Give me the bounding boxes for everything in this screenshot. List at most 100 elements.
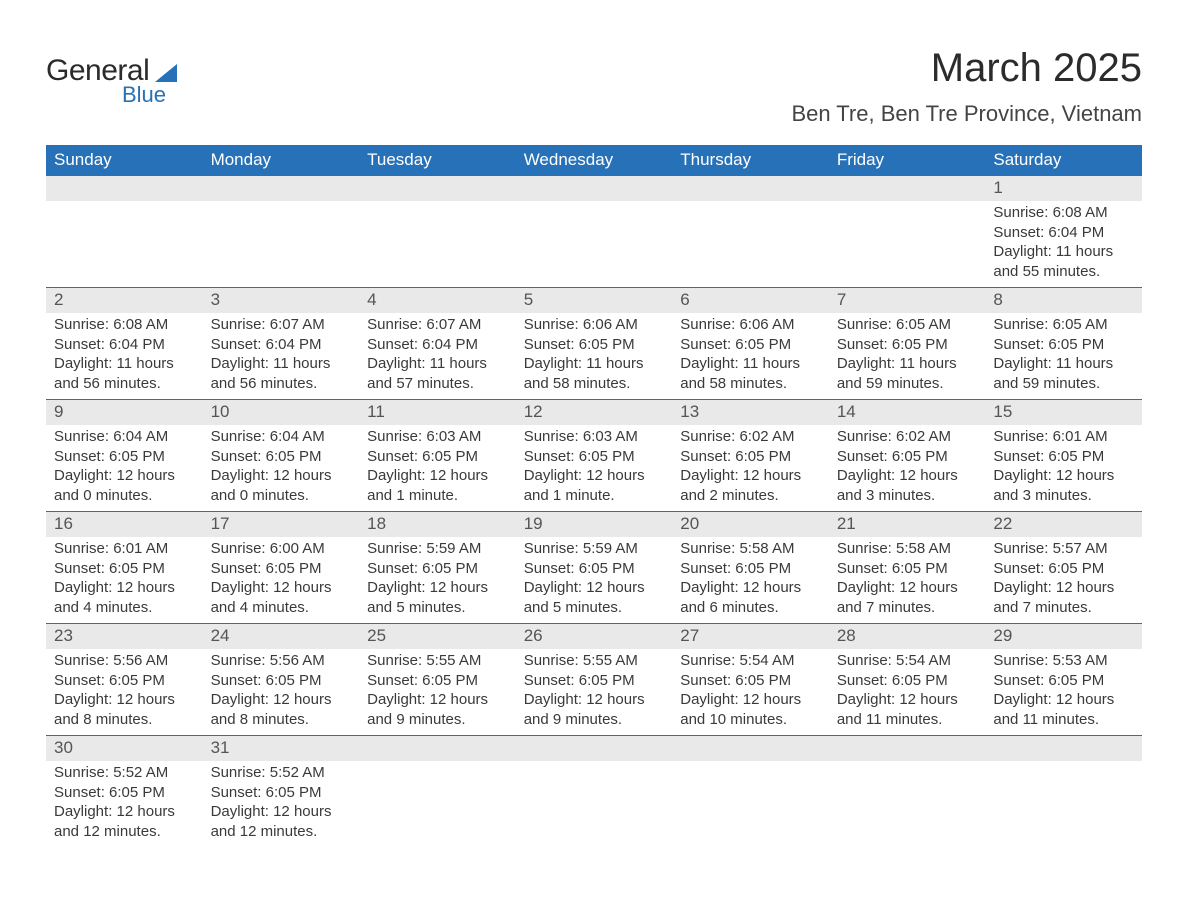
daylight-line: Daylight: 11 hours and 57 minutes. [367,354,508,393]
day-number-cell: 23 [46,624,203,650]
dayhead-fri: Friday [829,145,986,176]
daylight-line: Daylight: 12 hours and 12 minutes. [54,802,195,841]
day-detail-cell: Sunrise: 6:04 AMSunset: 6:05 PMDaylight:… [203,425,360,512]
day-detail-row: Sunrise: 6:04 AMSunset: 6:05 PMDaylight:… [46,425,1142,512]
sunrise-line: Sunrise: 5:56 AM [211,651,352,671]
daylight-line: Daylight: 12 hours and 8 minutes. [54,690,195,729]
logo-text-blue: Blue [122,82,166,108]
day-number-cell: 4 [359,288,516,314]
day-detail-cell: Sunrise: 6:01 AMSunset: 6:05 PMDaylight:… [985,425,1142,512]
day-detail-row: Sunrise: 6:01 AMSunset: 6:05 PMDaylight:… [46,537,1142,624]
day-number-cell: 1 [985,176,1142,202]
daylight-line: Daylight: 12 hours and 4 minutes. [211,578,352,617]
sunrise-line: Sunrise: 6:08 AM [993,203,1134,223]
day-number-cell [829,176,986,202]
sunset-line: Sunset: 6:05 PM [367,671,508,691]
sunrise-line: Sunrise: 6:07 AM [211,315,352,335]
day-number-cell: 2 [46,288,203,314]
sunset-line: Sunset: 6:05 PM [211,671,352,691]
day-number-cell [672,736,829,762]
sunrise-line: Sunrise: 6:03 AM [367,427,508,447]
day-detail-cell: Sunrise: 5:55 AMSunset: 6:05 PMDaylight:… [359,649,516,736]
daylight-line: Daylight: 12 hours and 3 minutes. [993,466,1134,505]
day-detail-cell: Sunrise: 5:58 AMSunset: 6:05 PMDaylight:… [672,537,829,624]
day-number-row: 2345678 [46,288,1142,314]
day-detail-cell: Sunrise: 6:07 AMSunset: 6:04 PMDaylight:… [203,313,360,400]
day-detail-cell: Sunrise: 5:52 AMSunset: 6:05 PMDaylight:… [46,761,203,847]
day-number-row: 1 [46,176,1142,202]
day-number-cell: 13 [672,400,829,426]
day-number-cell: 7 [829,288,986,314]
sunset-line: Sunset: 6:05 PM [680,559,821,579]
day-number-cell: 15 [985,400,1142,426]
day-detail-cell: Sunrise: 6:01 AMSunset: 6:05 PMDaylight:… [46,537,203,624]
day-detail-cell: Sunrise: 5:53 AMSunset: 6:05 PMDaylight:… [985,649,1142,736]
sunset-line: Sunset: 6:05 PM [993,447,1134,467]
day-detail-cell: Sunrise: 5:56 AMSunset: 6:05 PMDaylight:… [46,649,203,736]
day-number-cell: 3 [203,288,360,314]
day-number-cell [829,736,986,762]
sunrise-line: Sunrise: 5:53 AM [993,651,1134,671]
daylight-line: Daylight: 11 hours and 59 minutes. [993,354,1134,393]
sunset-line: Sunset: 6:05 PM [524,335,665,355]
day-detail-cell [672,761,829,847]
sunrise-line: Sunrise: 6:06 AM [524,315,665,335]
day-number-cell: 18 [359,512,516,538]
sunset-line: Sunset: 6:04 PM [54,335,195,355]
day-detail-cell: Sunrise: 6:08 AMSunset: 6:04 PMDaylight:… [985,201,1142,288]
location-subtitle: Ben Tre, Ben Tre Province, Vietnam [791,101,1142,127]
sunset-line: Sunset: 6:05 PM [211,447,352,467]
daylight-line: Daylight: 12 hours and 8 minutes. [211,690,352,729]
daylight-line: Daylight: 11 hours and 55 minutes. [993,242,1134,281]
day-detail-cell [359,761,516,847]
sunrise-line: Sunrise: 6:01 AM [993,427,1134,447]
sunrise-line: Sunrise: 6:04 AM [54,427,195,447]
day-detail-cell: Sunrise: 5:54 AMSunset: 6:05 PMDaylight:… [672,649,829,736]
day-detail-cell [829,201,986,288]
day-detail-cell: Sunrise: 6:03 AMSunset: 6:05 PMDaylight:… [516,425,673,512]
sunrise-line: Sunrise: 6:07 AM [367,315,508,335]
day-number-cell: 16 [46,512,203,538]
day-number-cell: 31 [203,736,360,762]
day-number-cell: 12 [516,400,673,426]
title-block: March 2025 Ben Tre, Ben Tre Province, Vi… [791,46,1142,127]
day-number-cell: 9 [46,400,203,426]
sunrise-line: Sunrise: 5:54 AM [837,651,978,671]
sunset-line: Sunset: 6:05 PM [54,559,195,579]
daylight-line: Daylight: 12 hours and 0 minutes. [211,466,352,505]
sunrise-line: Sunrise: 6:03 AM [524,427,665,447]
day-detail-cell: Sunrise: 5:52 AMSunset: 6:05 PMDaylight:… [203,761,360,847]
dayhead-wed: Wednesday [516,145,673,176]
day-detail-cell [359,201,516,288]
daylight-line: Daylight: 12 hours and 11 minutes. [837,690,978,729]
day-number-cell [516,176,673,202]
daylight-line: Daylight: 12 hours and 3 minutes. [837,466,978,505]
sunrise-line: Sunrise: 6:02 AM [837,427,978,447]
day-number-cell: 20 [672,512,829,538]
daylight-line: Daylight: 12 hours and 11 minutes. [993,690,1134,729]
sunset-line: Sunset: 6:04 PM [367,335,508,355]
day-detail-cell [203,201,360,288]
day-number-cell [516,736,673,762]
day-detail-cell [46,201,203,288]
sunset-line: Sunset: 6:05 PM [993,335,1134,355]
daylight-line: Daylight: 12 hours and 9 minutes. [367,690,508,729]
daylight-line: Daylight: 12 hours and 0 minutes. [54,466,195,505]
day-detail-cell: Sunrise: 5:56 AMSunset: 6:05 PMDaylight:… [203,649,360,736]
day-number-cell [46,176,203,202]
day-detail-cell: Sunrise: 6:06 AMSunset: 6:05 PMDaylight:… [516,313,673,400]
daylight-line: Daylight: 12 hours and 10 minutes. [680,690,821,729]
daylight-line: Daylight: 12 hours and 4 minutes. [54,578,195,617]
day-number-cell: 6 [672,288,829,314]
sunset-line: Sunset: 6:05 PM [837,447,978,467]
sunrise-line: Sunrise: 6:05 AM [837,315,978,335]
day-detail-cell: Sunrise: 6:07 AMSunset: 6:04 PMDaylight:… [359,313,516,400]
sunset-line: Sunset: 6:05 PM [524,671,665,691]
sunrise-line: Sunrise: 6:05 AM [993,315,1134,335]
day-detail-cell: Sunrise: 6:06 AMSunset: 6:05 PMDaylight:… [672,313,829,400]
day-number-cell [359,176,516,202]
daylight-line: Daylight: 12 hours and 9 minutes. [524,690,665,729]
day-number-cell: 29 [985,624,1142,650]
daylight-line: Daylight: 11 hours and 56 minutes. [211,354,352,393]
daylight-line: Daylight: 12 hours and 7 minutes. [993,578,1134,617]
